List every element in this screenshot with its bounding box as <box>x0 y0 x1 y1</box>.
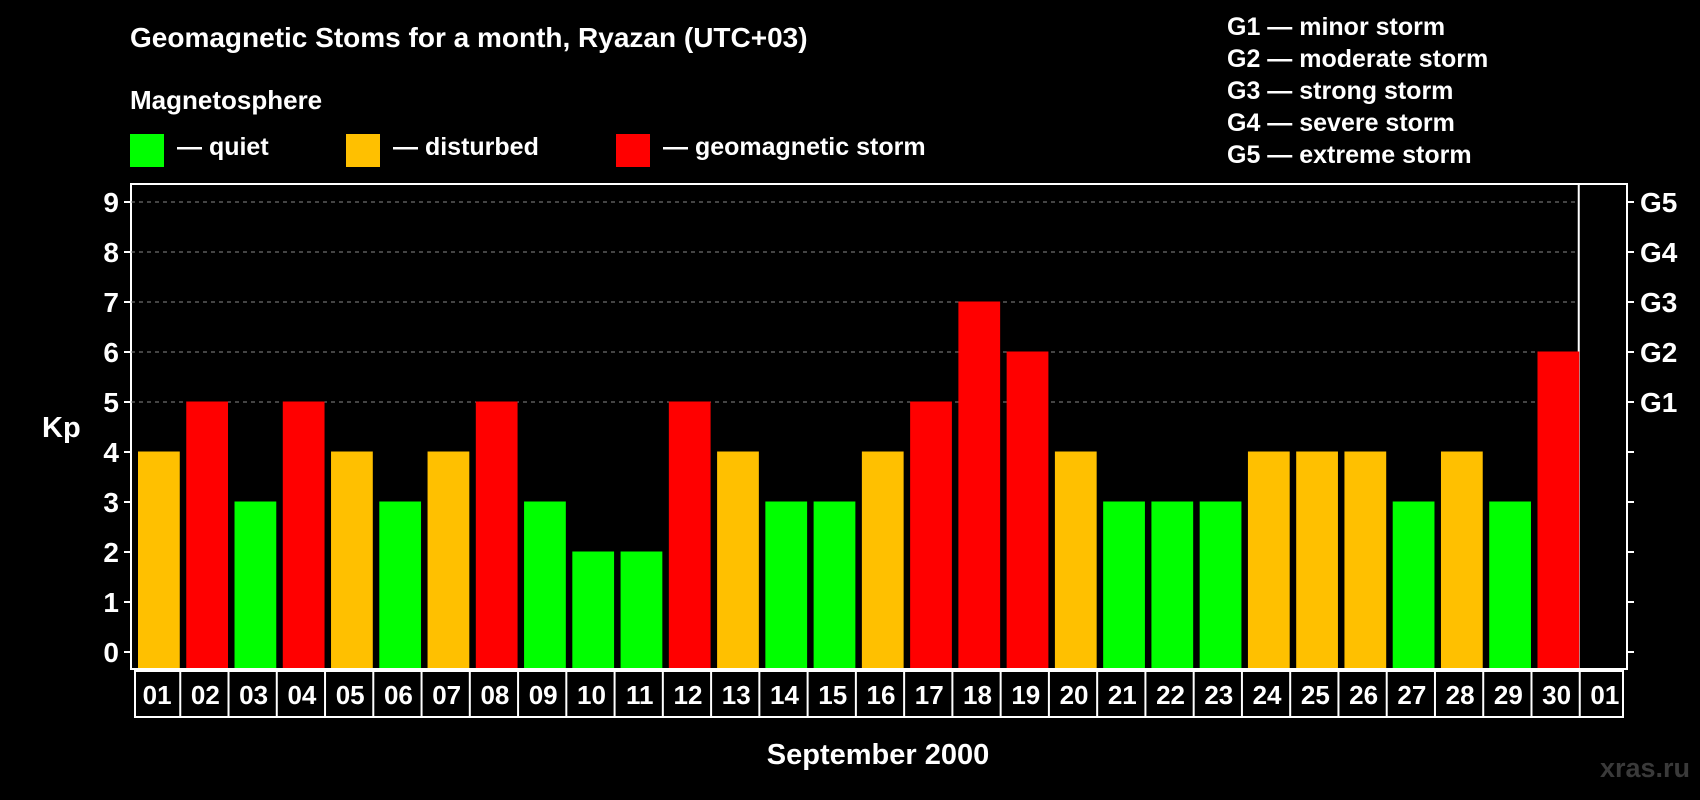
bar-27 <box>1392 501 1435 668</box>
g-axis-label-g2: G2 <box>1640 337 1677 368</box>
bar-10 <box>572 551 615 668</box>
bar-09 <box>524 501 566 668</box>
x-tick-label-08: 08 <box>480 680 509 710</box>
y-axis-label: Kp <box>42 412 81 444</box>
bar-18 <box>958 301 1001 668</box>
bar-01 <box>138 451 180 668</box>
bar-02 <box>186 401 229 668</box>
x-tick-label-19: 19 <box>1011 680 1040 710</box>
legend-title: Magnetosphere <box>130 85 323 115</box>
x-tick-label-04: 04 <box>287 680 316 710</box>
legend-swatch-disturbed <box>346 134 380 167</box>
bar-22 <box>1151 501 1194 668</box>
bar-05 <box>331 451 373 668</box>
x-tick-label-18: 18 <box>963 680 992 710</box>
x-tick-label-09: 09 <box>529 680 558 710</box>
x-tick-label-28: 28 <box>1446 680 1475 710</box>
x-tick-label-11: 11 <box>626 680 654 710</box>
y-tick-label: 8 <box>103 237 119 268</box>
g-axis-label-g3: G3 <box>1640 287 1677 318</box>
bar-29 <box>1489 501 1531 668</box>
y-tick-label: 9 <box>103 187 119 218</box>
bar-26 <box>1344 451 1387 668</box>
bar-13 <box>717 451 759 668</box>
g-axis-label-g5: G5 <box>1640 187 1677 218</box>
y-tick-label: 2 <box>103 537 119 568</box>
day-axis-box <box>134 670 1624 718</box>
x-tick-label-24: 24 <box>1253 680 1282 710</box>
x-tick-label-14: 14 <box>770 680 799 710</box>
x-axis-label: September 2000 <box>767 739 989 771</box>
bar-06 <box>379 501 422 668</box>
x-tick-label-13: 13 <box>722 680 751 710</box>
bar-21 <box>1103 501 1145 668</box>
y-tick-label: 0 <box>103 637 119 668</box>
bar-14 <box>765 501 808 668</box>
bar-19 <box>1006 351 1049 668</box>
x-tick-label-06: 06 <box>384 680 413 710</box>
y-tick-label: 4 <box>103 437 119 468</box>
g-scale-item-g3: G3 — strong storm <box>1227 77 1454 105</box>
x-tick-label-23: 23 <box>1204 680 1233 710</box>
g-axis-label-g4: G4 <box>1640 237 1678 268</box>
watermark: xras.ru <box>1599 753 1690 783</box>
x-tick-label-02: 02 <box>191 680 220 710</box>
y-tick-label: 6 <box>103 337 119 368</box>
x-tick-label-29: 29 <box>1494 680 1523 710</box>
chart-title: Geomagnetic Stoms for a month, Ryazan (U… <box>130 22 808 53</box>
bar-03 <box>234 501 277 668</box>
bar-04 <box>282 401 325 668</box>
bar-16 <box>861 451 904 668</box>
bar-12 <box>668 401 711 668</box>
bar-25 <box>1296 451 1338 668</box>
legend-swatch-storm <box>616 134 650 167</box>
bar-15 <box>813 501 856 668</box>
x-tick-label-16: 16 <box>867 680 896 710</box>
x-tick-label-10: 10 <box>577 680 606 710</box>
x-tick-label-12: 12 <box>674 680 703 710</box>
legend-label-disturbed: — disturbed <box>393 133 539 161</box>
bar-20 <box>1054 451 1097 668</box>
x-tick-label-01: 01 <box>1590 680 1619 710</box>
bar-24 <box>1247 451 1290 668</box>
bar-08 <box>475 401 518 668</box>
x-tick-label-05: 05 <box>336 680 365 710</box>
g-scale-item-g5: G5 — extreme storm <box>1227 141 1472 169</box>
x-tick-label-25: 25 <box>1301 680 1330 710</box>
legend-swatch-quiet <box>130 134 164 167</box>
y-tick-label: 3 <box>103 487 119 518</box>
bar-17 <box>910 401 952 668</box>
y-tick-label: 1 <box>103 587 119 618</box>
x-tick-label-20: 20 <box>1060 680 1089 710</box>
x-tick-label-01: 01 <box>143 680 172 710</box>
y-tick-label: 7 <box>103 287 119 318</box>
x-tick-label-26: 26 <box>1349 680 1378 710</box>
bar-28 <box>1440 451 1483 668</box>
bar-30 <box>1537 351 1580 668</box>
x-tick-label-27: 27 <box>1397 680 1426 710</box>
x-tick-label-22: 22 <box>1156 680 1185 710</box>
x-tick-label-03: 03 <box>239 680 268 710</box>
g-axis-label-g1: G1 <box>1640 387 1677 418</box>
bar-23 <box>1199 501 1242 668</box>
x-tick-label-21: 21 <box>1108 680 1137 710</box>
x-tick-label-17: 17 <box>915 680 944 710</box>
g-scale-item-g4: G4 — severe storm <box>1227 109 1455 137</box>
g-scale-item-g1: G1 — minor storm <box>1227 13 1446 41</box>
legend-label-quiet: — quiet <box>177 133 269 161</box>
legend-label-storm: — geomagnetic storm <box>663 133 926 161</box>
y-tick-label: 5 <box>103 387 119 418</box>
x-tick-label-15: 15 <box>818 680 847 710</box>
g-scale-item-g2: G2 — moderate storm <box>1227 45 1489 73</box>
x-tick-label-30: 30 <box>1542 680 1571 710</box>
plot-frame <box>130 183 1628 670</box>
bar-11 <box>620 551 663 668</box>
bar-07 <box>427 451 470 668</box>
x-tick-label-07: 07 <box>432 680 461 710</box>
